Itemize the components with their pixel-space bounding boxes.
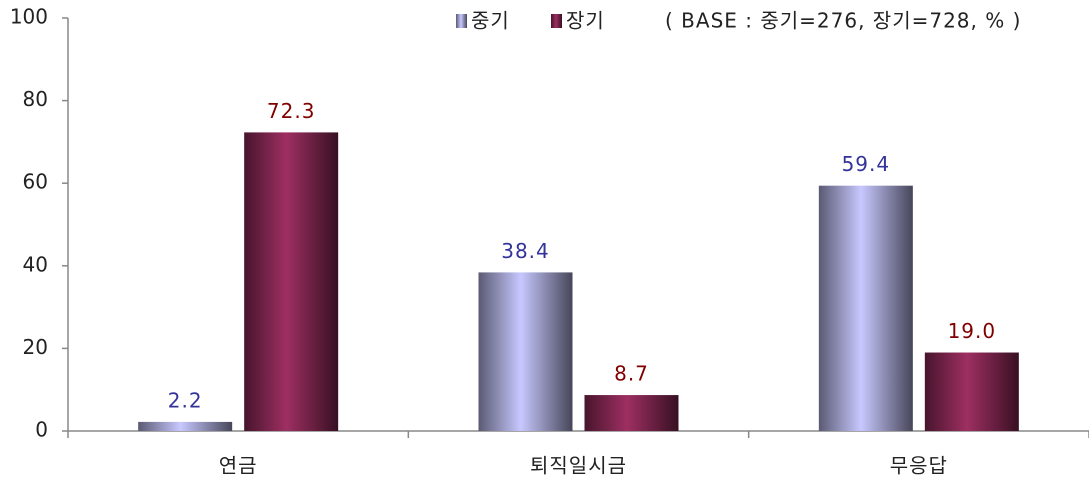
y-tick-label: 100	[10, 5, 48, 29]
legend-swatch	[551, 14, 562, 28]
value-label: 8.7	[614, 362, 649, 386]
y-tick-label: 60	[23, 170, 48, 194]
value-label: 59.4	[842, 152, 891, 176]
y-tick-label: 40	[23, 252, 48, 276]
legend-label: 장기	[566, 9, 605, 33]
x-tick-label: 연금	[219, 454, 258, 478]
x-tick-label: 퇴직일시금	[530, 454, 627, 478]
legend-swatch	[456, 14, 467, 28]
y-tick-label: 0	[35, 418, 48, 442]
legend-label: 중기	[471, 9, 510, 33]
bar	[924, 352, 1019, 431]
y-tick-label: 20	[23, 335, 48, 359]
value-label: 19.0	[948, 319, 997, 343]
x-tick-label: 무응답	[890, 454, 948, 478]
value-label: 2.2	[168, 388, 203, 412]
bar	[584, 395, 679, 431]
bar	[478, 272, 573, 431]
bar	[244, 132, 339, 431]
annotation: ( BASE : 중기=276, 장기=728, % )	[665, 9, 1021, 33]
value-label: 38.4	[501, 239, 550, 263]
bar	[818, 185, 913, 431]
bar	[138, 421, 233, 431]
value-label: 72.3	[267, 99, 316, 123]
y-tick-label: 80	[23, 87, 48, 111]
